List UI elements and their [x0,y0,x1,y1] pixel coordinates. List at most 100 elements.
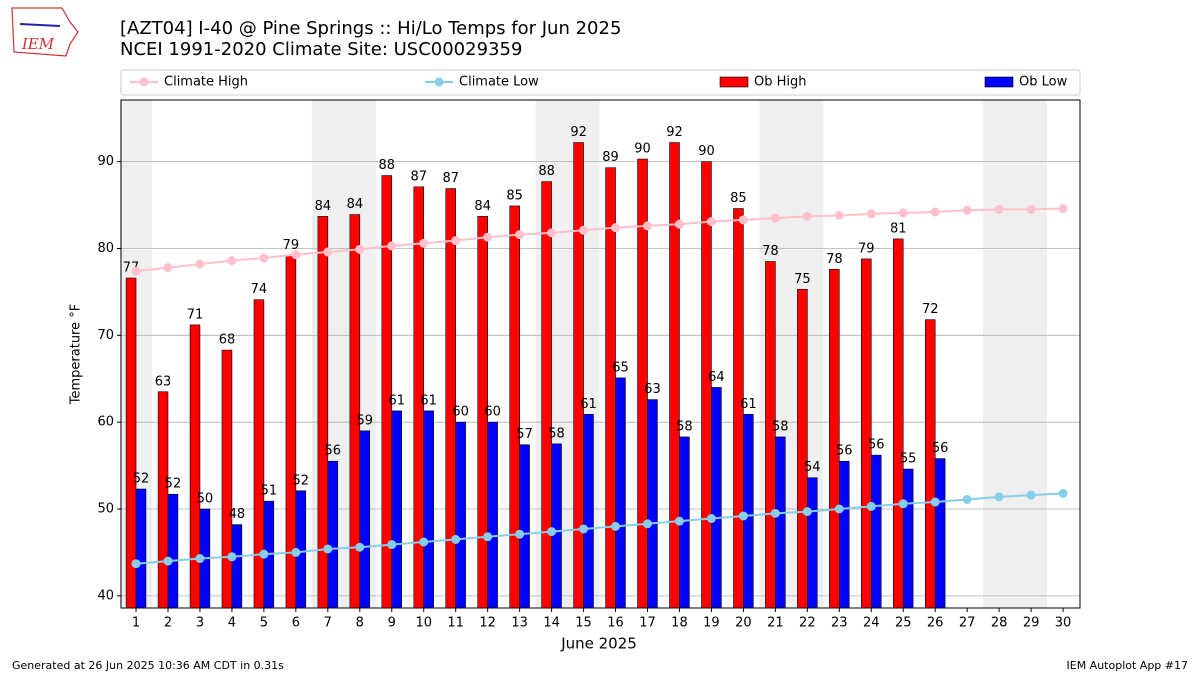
data-label: 75 [794,272,811,287]
bar [870,454,882,609]
marker [195,259,205,269]
data-label: 54 [804,460,821,475]
legend-swatch [984,76,1014,88]
data-label: 89 [602,150,619,165]
x-tick-label: 10 [415,616,432,631]
marker [291,250,301,260]
bar [615,377,626,609]
marker [994,492,1004,502]
x-tick-label: 16 [607,616,624,631]
marker [227,552,237,562]
data-label: 79 [858,241,875,256]
bar [391,410,402,609]
x-tick-label: 1 [132,616,140,631]
data-label: 79 [283,238,300,253]
data-label: 60 [452,405,469,420]
marker [163,556,173,566]
marker [866,209,876,219]
marker [195,554,205,564]
data-label: 64 [708,370,725,385]
bar [359,430,371,609]
marker [451,236,461,246]
data-label: 52 [165,477,182,492]
data-label: 50 [197,492,214,507]
marker [802,507,812,517]
marker [291,547,301,557]
data-label: 63 [155,374,172,389]
x-tick-label: 28 [991,616,1008,631]
marker [579,225,589,235]
x-tick-label: 26 [927,616,944,631]
bar [135,488,147,609]
data-label: 61 [388,393,405,408]
legend-marker [434,77,444,87]
bar [253,299,265,609]
marker [323,247,333,257]
marker [259,253,269,263]
data-label: 71 [187,307,204,322]
x-tick-label: 23 [831,616,848,631]
x-tick-label: 6 [292,616,300,631]
data-label: 87 [442,171,459,186]
bar [711,387,722,609]
data-label: 78 [762,244,779,259]
marker [1058,204,1068,214]
bar [167,493,179,609]
x-tick-label: 7 [324,616,332,631]
bar [573,142,584,609]
marker [770,508,780,518]
marker [579,524,589,534]
legend-label: Ob High [754,75,807,90]
line [135,492,1064,565]
x-tick-label: 20 [735,616,752,631]
data-label: 56 [836,444,853,459]
data-label: 90 [634,142,651,157]
x-tick-label: 22 [799,616,816,631]
line [135,207,1064,273]
bar [551,443,562,609]
marker [674,219,684,229]
bar [541,181,552,609]
data-label: 52 [133,472,150,487]
data-label: 57 [516,427,533,442]
data-label: 88 [379,158,396,173]
chart-subtitle: NCEI 1991-2020 Climate Site: USC00029359 [120,39,522,60]
x-tick-label: 15 [575,616,592,631]
marker [706,514,716,524]
bar [797,289,808,609]
x-tick-label: 19 [703,616,720,631]
marker [738,215,748,225]
marker [131,559,141,569]
x-tick-label: 12 [479,616,496,631]
bar [327,460,339,609]
data-label: 58 [772,419,789,434]
data-label: 48 [229,507,246,522]
marker [515,230,525,240]
bar [189,324,201,609]
x-tick-label: 24 [863,616,880,631]
data-label: 61 [420,393,437,408]
data-label: 84 [474,199,491,214]
x-tick-label: 2 [164,616,172,631]
data-label: 92 [666,125,683,140]
marker [642,519,652,529]
bar [487,421,498,609]
marker [834,504,844,514]
marker [802,211,812,221]
bar [125,277,137,609]
weekend-shade [983,100,1016,608]
marker [483,532,493,542]
legend-label: Ob Low [1019,75,1068,90]
data-label: 72 [922,302,939,317]
logo-text: IEM [21,35,55,53]
marker [163,263,173,273]
legend-marker [139,77,149,87]
bar [455,421,466,609]
bar [583,414,594,609]
bar [157,391,169,609]
data-label: 59 [356,413,373,428]
y-tick-label: 50 [97,502,114,517]
data-label: 65 [612,360,629,375]
y-tick-label: 70 [97,328,114,343]
